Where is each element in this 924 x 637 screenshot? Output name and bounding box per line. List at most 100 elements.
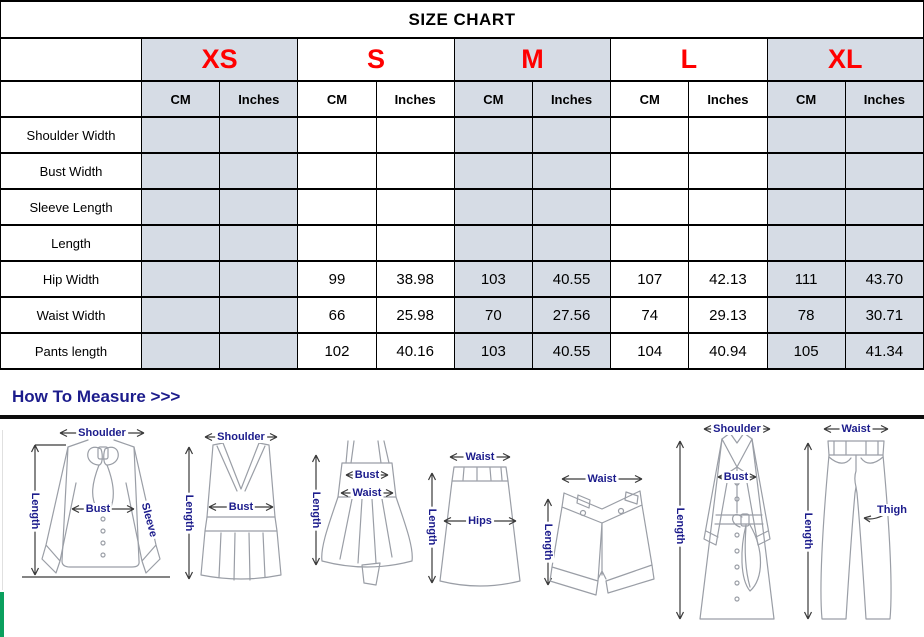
figure-skirt: Waist Hips Length bbox=[424, 447, 536, 607]
value-cell: 40.55 bbox=[531, 332, 612, 370]
value-cell bbox=[297, 188, 377, 226]
table-row-length: Length bbox=[0, 224, 924, 262]
value-cell: 66 bbox=[297, 296, 377, 334]
figure-shorts: Waist Length bbox=[538, 467, 664, 617]
value-cell: 40.16 bbox=[375, 332, 455, 370]
page-title: SIZE CHART bbox=[0, 0, 924, 39]
size-header-m: M bbox=[453, 37, 612, 82]
measure-label-bust: Bust bbox=[352, 469, 382, 481]
title-row: SIZE CHART bbox=[0, 0, 924, 39]
value-cell bbox=[610, 188, 690, 226]
measure-label-shoulder: Shoulder bbox=[215, 431, 267, 443]
value-cell bbox=[610, 116, 690, 154]
value-cell bbox=[766, 188, 846, 226]
value-cell bbox=[610, 152, 690, 190]
value-cell bbox=[140, 224, 221, 262]
value-cell bbox=[844, 224, 924, 262]
value-cell: 40.94 bbox=[688, 332, 768, 370]
value-cell bbox=[297, 152, 377, 190]
value-cell bbox=[140, 188, 221, 226]
value-cell bbox=[219, 224, 299, 262]
unit-header: CM bbox=[297, 80, 377, 118]
value-cell bbox=[453, 188, 533, 226]
value-cell bbox=[453, 152, 533, 190]
size-header-s: S bbox=[297, 37, 455, 82]
row-label: Bust Width bbox=[0, 152, 142, 190]
value-cell bbox=[688, 188, 768, 226]
value-cell: 103 bbox=[453, 332, 533, 370]
table-row-sleeve-length: Sleeve Length bbox=[0, 188, 924, 226]
row-label: Shoulder Width bbox=[0, 116, 142, 154]
row-label: Pants length bbox=[0, 332, 142, 370]
shorts-drawing bbox=[543, 474, 655, 596]
measure-label-length: Length bbox=[183, 492, 195, 534]
value-cell: 104 bbox=[610, 332, 690, 370]
value-cell: 103 bbox=[453, 260, 533, 298]
how-to-measure-heading: How To Measure >>> bbox=[12, 387, 181, 406]
value-cell: 25.98 bbox=[375, 296, 455, 334]
value-cell bbox=[610, 224, 690, 262]
measure-label-length: Length bbox=[674, 505, 686, 547]
value-cell bbox=[297, 224, 377, 262]
value-cell: 29.13 bbox=[688, 296, 768, 334]
size-header-l: L bbox=[610, 37, 768, 82]
measure-figures: Shoulder Bust Sleeve Length Shoulder Bus… bbox=[0, 419, 924, 626]
value-cell bbox=[375, 224, 455, 262]
value-cell bbox=[297, 116, 377, 154]
value-cell: 99 bbox=[297, 260, 377, 298]
measure-label-bust: Bust bbox=[83, 503, 113, 515]
figure-tank-top: Shoulder Bust Length bbox=[177, 429, 302, 589]
value-cell: 38.98 bbox=[375, 260, 455, 298]
row-label: Length bbox=[0, 224, 142, 262]
table-row-hip-width: Hip Width 99 38.98 103 40.55 107 42.13 1… bbox=[0, 260, 924, 298]
section-divider bbox=[0, 415, 924, 419]
value-cell: 27.56 bbox=[531, 296, 612, 334]
measure-label-bust: Bust bbox=[721, 471, 751, 483]
value-cell: 30.71 bbox=[844, 296, 924, 334]
value-cell bbox=[766, 224, 846, 262]
measure-label-length: Length bbox=[29, 490, 41, 532]
unit-header: Inches bbox=[688, 80, 768, 118]
value-cell bbox=[844, 188, 924, 226]
value-cell bbox=[375, 188, 455, 226]
value-cell bbox=[219, 296, 299, 334]
unit-header: CM bbox=[140, 80, 221, 118]
row-label: Sleeve Length bbox=[0, 188, 142, 226]
measure-label-waist: Waist bbox=[463, 451, 497, 463]
value-cell bbox=[140, 332, 221, 370]
value-cell: 105 bbox=[766, 332, 846, 370]
measure-label-length: Length bbox=[426, 506, 438, 548]
measure-label-length: Length bbox=[802, 510, 814, 552]
measure-label-waist: Waist bbox=[350, 487, 384, 499]
unit-header: CM bbox=[453, 80, 533, 118]
table-row-shoulder-width: Shoulder Width bbox=[0, 116, 924, 154]
value-cell bbox=[219, 188, 299, 226]
size-header-xs: XS bbox=[140, 37, 299, 82]
value-cell bbox=[688, 152, 768, 190]
table-row-bust-width: Bust Width bbox=[0, 152, 924, 190]
measure-label-bust: Bust bbox=[226, 501, 256, 513]
measure-label-hips: Hips bbox=[466, 515, 494, 527]
value-cell bbox=[531, 152, 612, 190]
value-cell: 42.13 bbox=[688, 260, 768, 298]
corner-cell bbox=[0, 80, 142, 118]
value-cell: 78 bbox=[766, 296, 846, 334]
value-cell: 74 bbox=[610, 296, 690, 334]
size-header-xl: XL bbox=[766, 37, 924, 82]
value-cell: 111 bbox=[766, 260, 846, 298]
unit-header: CM bbox=[610, 80, 690, 118]
unit-header: Inches bbox=[844, 80, 924, 118]
value-cell bbox=[766, 152, 846, 190]
green-edge-strip bbox=[0, 592, 4, 637]
value-cell bbox=[140, 152, 221, 190]
value-cell: 43.70 bbox=[844, 260, 924, 298]
figure-pants: Waist Thigh Length bbox=[796, 421, 912, 626]
value-cell bbox=[688, 116, 768, 154]
size-chart-table: SIZE CHART XS S M L XL CM Inches CM Inch… bbox=[0, 0, 924, 370]
table-row-pants-length: Pants length 102 40.16 103 40.55 104 40.… bbox=[0, 332, 924, 370]
value-cell bbox=[219, 332, 299, 370]
value-cell bbox=[453, 224, 533, 262]
value-cell bbox=[219, 260, 299, 298]
left-edge-line bbox=[2, 430, 3, 590]
